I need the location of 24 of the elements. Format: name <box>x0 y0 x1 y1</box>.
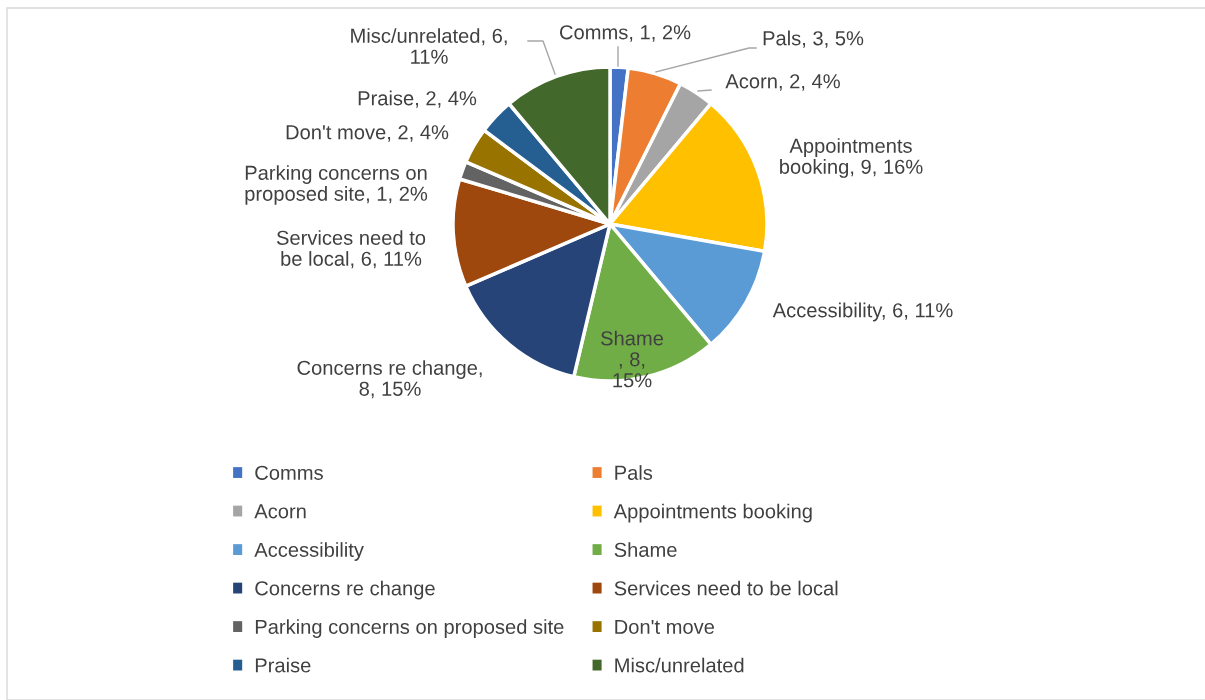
legend-label: Appointments booking <box>613 503 812 523</box>
data-label: Comms, 1, 2% <box>560 25 691 42</box>
data-label: Acorn, 2, 4% <box>725 74 840 91</box>
data-label: Shame , 8, 15% <box>601 330 664 388</box>
legend-label: Acorn <box>254 504 306 519</box>
legend-label: Parking concerns on proposed site <box>255 619 564 638</box>
data-label: Praise, 2, 4% <box>358 90 477 108</box>
data-label: Concerns re change, 8, 15% <box>297 360 482 399</box>
legend-label: Shame <box>614 542 677 557</box>
data-label: Appointments booking, 9, 16% <box>780 138 923 178</box>
data-label: Parking concerns on proposed site, 1, 2% <box>245 165 428 205</box>
data-label: Don't move, 2, 4% <box>286 125 449 142</box>
data-label: Pals, 3, 5% <box>763 30 864 48</box>
legend-label: Accessibility <box>254 542 364 561</box>
legend-label: Pals <box>615 465 653 480</box>
legend-label: Comms <box>255 465 323 480</box>
legend-label: Services need to be local <box>614 580 838 596</box>
data-label: Misc/unrelated, 6, 11% <box>351 28 507 64</box>
data-label: Accessibility, 6, 11% <box>772 302 953 322</box>
legend-label: Praise <box>255 657 311 673</box>
legend-label: Misc/unrelated <box>615 657 744 673</box>
legend-label: Concerns re change <box>255 580 435 600</box>
data-label: Services need to be local, 6, 11% <box>276 230 426 269</box>
legend-label: Don't move <box>615 619 715 634</box>
